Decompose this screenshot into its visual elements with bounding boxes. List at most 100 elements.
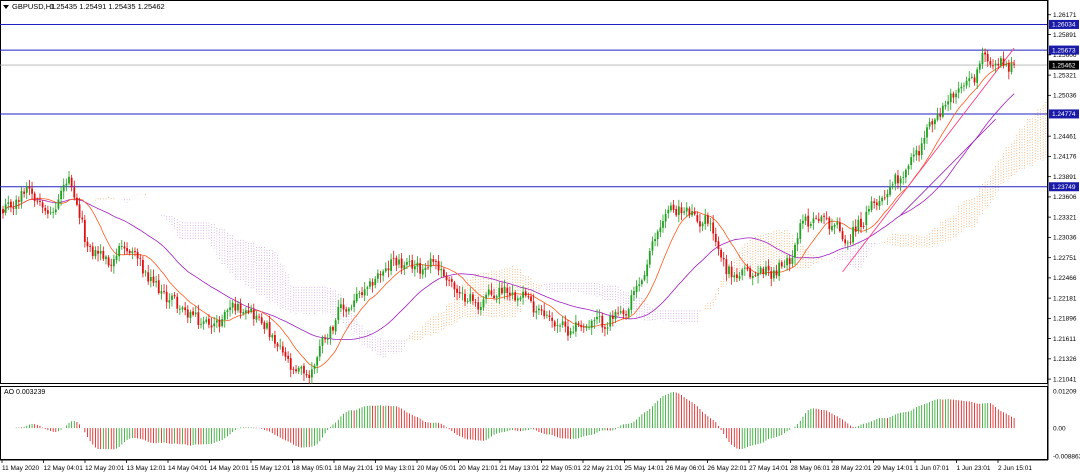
candle-body (192, 311, 194, 315)
candle-body (281, 346, 284, 353)
candle-body (387, 268, 390, 271)
candle-body (427, 267, 429, 269)
candle-body (424, 267, 427, 271)
candle-body (762, 268, 765, 274)
candle-body (501, 287, 503, 294)
candle-body (421, 269, 424, 275)
candle-body (754, 275, 757, 277)
horizontal-levels[interactable] (0, 23, 1047, 188)
candle-body (89, 245, 92, 247)
candle-body (152, 276, 155, 283)
candle-body (324, 338, 326, 340)
candle-body (440, 268, 443, 271)
trend-line[interactable] (900, 118, 996, 216)
level-tag (1049, 45, 1079, 55)
candle-body (263, 322, 266, 330)
price-pane[interactable]: GBPUSD,H1 1.25435 1.25491 1.25435 1.2546… (0, 0, 1048, 385)
candle-body (31, 188, 33, 194)
candle-body (564, 321, 567, 327)
time-label: 25 May 14:01 (625, 465, 665, 472)
candle-body (118, 245, 121, 257)
candle-body (131, 251, 134, 254)
trend-line[interactable] (842, 47, 1015, 273)
candle-body (770, 270, 773, 279)
candle-body (284, 351, 287, 357)
candle-body (817, 218, 820, 221)
fast-moving-average (2, 62, 1015, 369)
candle-body (596, 316, 598, 320)
candle-body (453, 282, 456, 290)
candle-body (229, 307, 231, 311)
candle-body (984, 52, 986, 55)
candle-body (305, 374, 308, 376)
dropdown-triangle-icon[interactable] (3, 5, 9, 9)
candle-body (506, 287, 509, 293)
candle-body (326, 338, 329, 340)
time-label: 14 May 04:01 (168, 465, 208, 472)
price-axis[interactable]: 1.26171 1.25891 1.25606 1.25321 1.25036 1.244… (1047, 0, 1077, 460)
candle-body (891, 184, 894, 186)
time-axis[interactable]: 11 May 2020 12 May 04:01 12 May 20:01 13 Ma… (0, 459, 1048, 472)
candle-body (313, 365, 316, 369)
candle-body (899, 178, 902, 184)
candle-body (540, 309, 543, 311)
candle-body (371, 282, 374, 286)
candle-body (297, 367, 300, 372)
candle-body (44, 208, 47, 211)
candle-body (221, 319, 224, 326)
candle-body (802, 220, 804, 224)
candle-body (527, 296, 530, 298)
candle-body (83, 219, 86, 242)
candle-body (981, 53, 984, 65)
candle-body (743, 267, 746, 269)
candle-body (783, 265, 786, 267)
time-label: 20 May 21:01 (459, 465, 499, 472)
candle-body (572, 331, 575, 333)
candle-body (844, 239, 847, 244)
candle-body (730, 266, 733, 278)
candle-body (559, 325, 561, 327)
candle-body (640, 280, 643, 285)
candle-body (374, 278, 377, 286)
time-label: 21 May 13:01 (500, 465, 540, 472)
candle-body (619, 311, 622, 313)
candle-body (712, 222, 715, 234)
candle-body (390, 259, 392, 271)
candle-body (934, 119, 936, 125)
candle-body (57, 199, 60, 209)
candle-body (944, 104, 947, 107)
candle-body (23, 191, 26, 194)
candle-body (870, 201, 873, 210)
candle-body (361, 292, 363, 296)
trend-lines[interactable] (842, 47, 1015, 273)
candle-body (395, 257, 398, 266)
candle-body (804, 216, 807, 221)
candle-body (442, 269, 445, 277)
candle-body (1000, 58, 1002, 66)
candle-body (347, 308, 350, 312)
time-label: 1 Jun 07:01 (915, 465, 949, 472)
candle-body (70, 177, 73, 188)
candle-body (329, 327, 332, 338)
candle-body (994, 63, 997, 66)
ao-pane[interactable]: AO 0.003239 (0, 386, 1048, 460)
candle-body (598, 315, 601, 317)
candle-body (464, 293, 466, 302)
candle-body (68, 176, 70, 184)
time-label: 19 May 13:01 (376, 465, 416, 472)
candle-body (408, 261, 411, 262)
level-tag (1049, 182, 1079, 192)
candle-body (144, 271, 147, 273)
candle-body (926, 127, 928, 138)
candle-body (957, 88, 960, 93)
candle-body (178, 308, 181, 310)
candle-body (173, 295, 176, 297)
candle-body (123, 246, 126, 249)
candle-body (720, 249, 722, 258)
candle-body (65, 183, 68, 186)
time-label: 22 May 21:01 (583, 465, 623, 472)
candle-body (738, 276, 741, 279)
candle-body (516, 298, 519, 301)
candle-body (487, 289, 490, 295)
